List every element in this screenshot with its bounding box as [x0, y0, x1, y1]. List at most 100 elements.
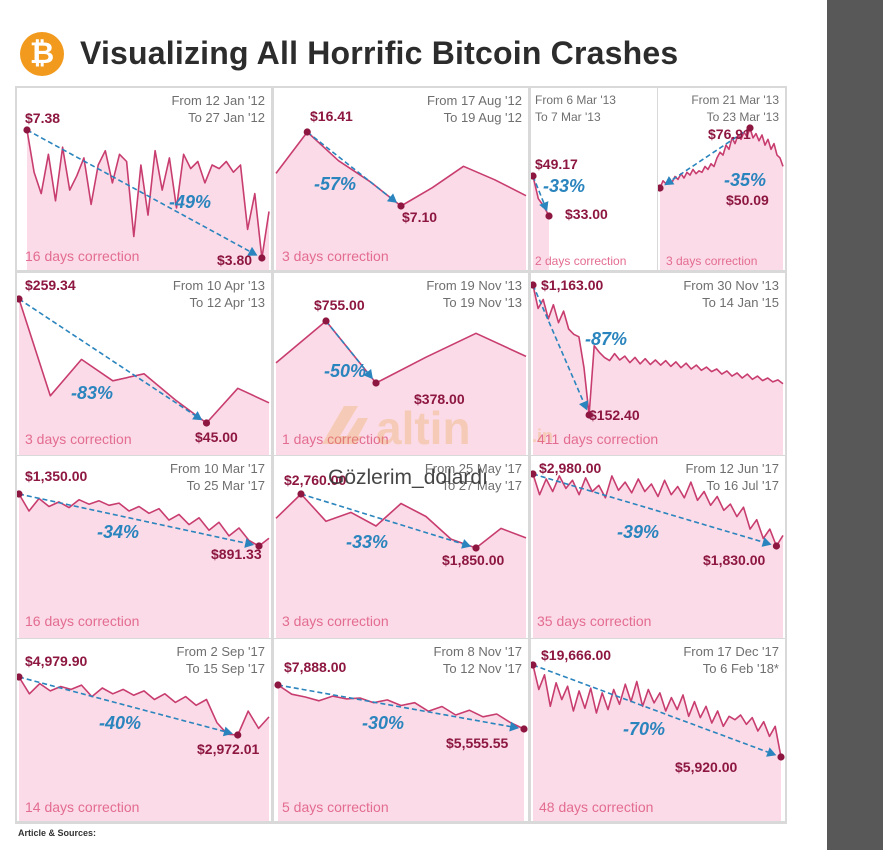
crash-chart-12-line — [277, 684, 525, 730]
crash-chart-9-arrow-head — [461, 539, 472, 549]
crash-chart-13-trend-arrow — [532, 664, 775, 756]
crash-chart-11-from-label: From 2 Sep '17 — [176, 644, 265, 659]
crash-chart-13-to-label: To 6 Feb '18* — [702, 661, 779, 676]
crash-chart-3-plot — [531, 172, 553, 270]
crash-chart-9-trend-arrow — [300, 493, 470, 547]
crash-chart-13-start-price: $19,666.00 — [541, 647, 612, 663]
crash-chart-3-start-price: $49.17 — [535, 156, 578, 172]
crash-chart-5-end-point — [202, 419, 211, 427]
crash-chart-5-from-label: From 10 Apr '13 — [172, 278, 265, 293]
crash-chart-13-correction-label: 48 days correction — [539, 799, 654, 815]
crash-chart-11: From 2 Sep '17 To 15 Sep '17 $4,979.90 $2,9… — [17, 639, 271, 821]
crash-chart-4: From 21 Mar '13 To 23 Mar '13 $76.91 $50.09… — [658, 88, 785, 270]
crash-chart-11-trend-arrow — [18, 676, 232, 734]
crash-chart-1-area — [27, 130, 269, 270]
crash-chart-4-change-percent: -35% — [724, 170, 767, 190]
crash-chart-1-trend-arrow — [26, 129, 257, 256]
crash-chart-8-end-price: $891.33 — [211, 546, 262, 562]
footer-note: Article & Sources: — [18, 828, 97, 838]
crash-chart-9-end-price: $1,850.00 — [442, 552, 505, 568]
crash-chart-12-from-label: From 8 Nov '17 — [433, 644, 522, 659]
crash-chart-10-area — [533, 474, 783, 638]
crash-chart-1-arrow-head — [247, 246, 258, 256]
crash-chart-10-trend-arrow — [532, 473, 770, 545]
crash-chart-1-start-price: $7.38 — [25, 110, 61, 126]
crash-chart-3-trend-arrow — [532, 175, 548, 210]
crash-chart-2-arrow-head — [386, 193, 398, 203]
crash-chart-8: From 10 Mar '17 To 25 Mar '17 $1,350.00 $89… — [17, 456, 271, 638]
crash-chart-9: From 25 May '17 To 27 May '17 $2,760.00 $1,… — [274, 456, 528, 638]
crash-chart-10-to-label: To 16 Jul '17 — [706, 478, 779, 493]
chart-grid: From 12 Jan '12 To 27 Jan '12 $7.38 $3.80 -4… — [15, 86, 787, 824]
crash-chart-7-trend-arrow — [532, 284, 588, 409]
crash-chart-6-end-point — [372, 379, 380, 387]
crash-chart-8-end-point — [255, 542, 263, 550]
crash-chart-4-end-price: $50.09 — [726, 192, 769, 208]
crash-chart-12-to-label: To 12 Nov '17 — [442, 661, 522, 676]
crash-chart-5-area — [19, 299, 269, 455]
crash-chart-5-trend-arrow — [18, 298, 202, 420]
crash-chart-1-end-point — [258, 254, 266, 262]
crash-chart-5-line — [18, 298, 270, 424]
crash-chart-3: From 6 Mar '13 To 7 Mar '13 $49.17 $33.00 -3… — [531, 88, 657, 270]
crash-chart-12-plot — [274, 681, 528, 821]
crash-chart-9-change-percent: -33% — [346, 532, 389, 552]
crash-chart-3-to-label: To 7 Mar '13 — [535, 110, 601, 124]
crash-chart-7-end-price: $152.40 — [589, 407, 640, 423]
crash-chart-10-start-point — [531, 470, 537, 478]
crash-chart-8-plot — [17, 490, 270, 638]
crash-chart-11-correction-label: 14 days correction — [25, 799, 140, 815]
crash-chart-6-arrow-head — [363, 369, 373, 380]
crash-chart-4-to-label: To 23 Mar '13 — [706, 110, 779, 124]
crash-chart-11-end-point — [234, 731, 242, 739]
crash-chart-2-change-percent: -57% — [314, 174, 357, 194]
crash-chart-13-plot — [531, 661, 785, 821]
crash-chart-11-start-price: $4,979.90 — [25, 653, 88, 669]
crash-chart-9-plot — [275, 490, 527, 638]
crash-chart-8-area — [19, 494, 269, 638]
crash-chart-9-area — [276, 494, 526, 638]
crash-chart-6-correction-label: 1 days correction — [282, 431, 389, 447]
crash-chart-4-start-price: $76.91 — [708, 126, 751, 142]
header: ₿ Visualizing All Horrific Bitcoin Crash… — [18, 30, 818, 80]
crash-chart-6-change-percent: -50% — [324, 361, 367, 381]
crash-chart-3-end-price: $33.00 — [565, 206, 608, 222]
crash-chart-6-end-price: $378.00 — [414, 391, 465, 407]
crash-chart-3-area — [533, 176, 549, 270]
crash-chart-7: From 30 Nov '13 To 14 Jan '15 $1,163.00 $15… — [531, 273, 785, 455]
crash-chart-1-change-percent: -49% — [169, 192, 212, 212]
crash-chart-4-trend-arrow — [665, 127, 751, 185]
crash-chart-11-end-price: $2,972.01 — [197, 741, 260, 757]
crash-chart-13-arrow-head — [766, 747, 777, 757]
crash-chart-3-end-point — [545, 212, 553, 220]
crash-chart-1: From 12 Jan '12 To 27 Jan '12 $7.38 $3.80 -4… — [17, 88, 271, 270]
crash-chart-3-line — [532, 175, 550, 217]
crash-chart-5-start-point — [17, 295, 23, 303]
crash-chart-3-from-label: From 6 Mar '13 — [535, 93, 616, 107]
crash-chart-13-start-point — [531, 661, 537, 669]
right-side-panel — [827, 0, 883, 850]
crash-chart-2-end-price: $7.10 — [402, 209, 438, 225]
crash-chart-12-correction-label: 5 days correction — [282, 799, 389, 815]
crash-chart-8-start-price: $1,350.00 — [25, 468, 88, 484]
crash-chart-3-correction-label: 2 days correction — [535, 254, 627, 268]
crash-chart-6-start-price: $755.00 — [314, 297, 365, 313]
crash-chart-4-start-point — [746, 124, 754, 132]
crash-chart-7-start-point — [531, 281, 537, 289]
crash-chart-8-to-label: To 25 Mar '17 — [186, 478, 265, 493]
crash-chart-12-trend-arrow — [277, 684, 518, 729]
crash-chart-5-arrow-head — [192, 411, 203, 421]
crash-chart-7-change-percent: -87% — [585, 329, 628, 349]
crash-chart-13-end-price: $5,920.00 — [675, 759, 738, 775]
crash-chart-10: From 12 Jun '17 To 16 Jul '17 $2,980.00 $1,… — [531, 456, 785, 638]
crash-chart-5-end-price: $45.00 — [195, 429, 238, 445]
watermark-logo-text: altin — [376, 402, 471, 454]
crash-chart-7-area — [533, 285, 783, 455]
crash-chart-2-correction-label: 3 days correction — [282, 248, 389, 264]
crash-chart-13-change-percent: -70% — [623, 719, 666, 739]
crash-chart-10-from-label: From 12 Jun '17 — [685, 461, 779, 476]
crash-chart-1-plot — [23, 126, 270, 270]
crash-chart-13-area — [533, 665, 781, 821]
crash-chart-2-end-point — [397, 202, 405, 210]
crash-chart-1-correction-label: 16 days correction — [25, 248, 140, 264]
